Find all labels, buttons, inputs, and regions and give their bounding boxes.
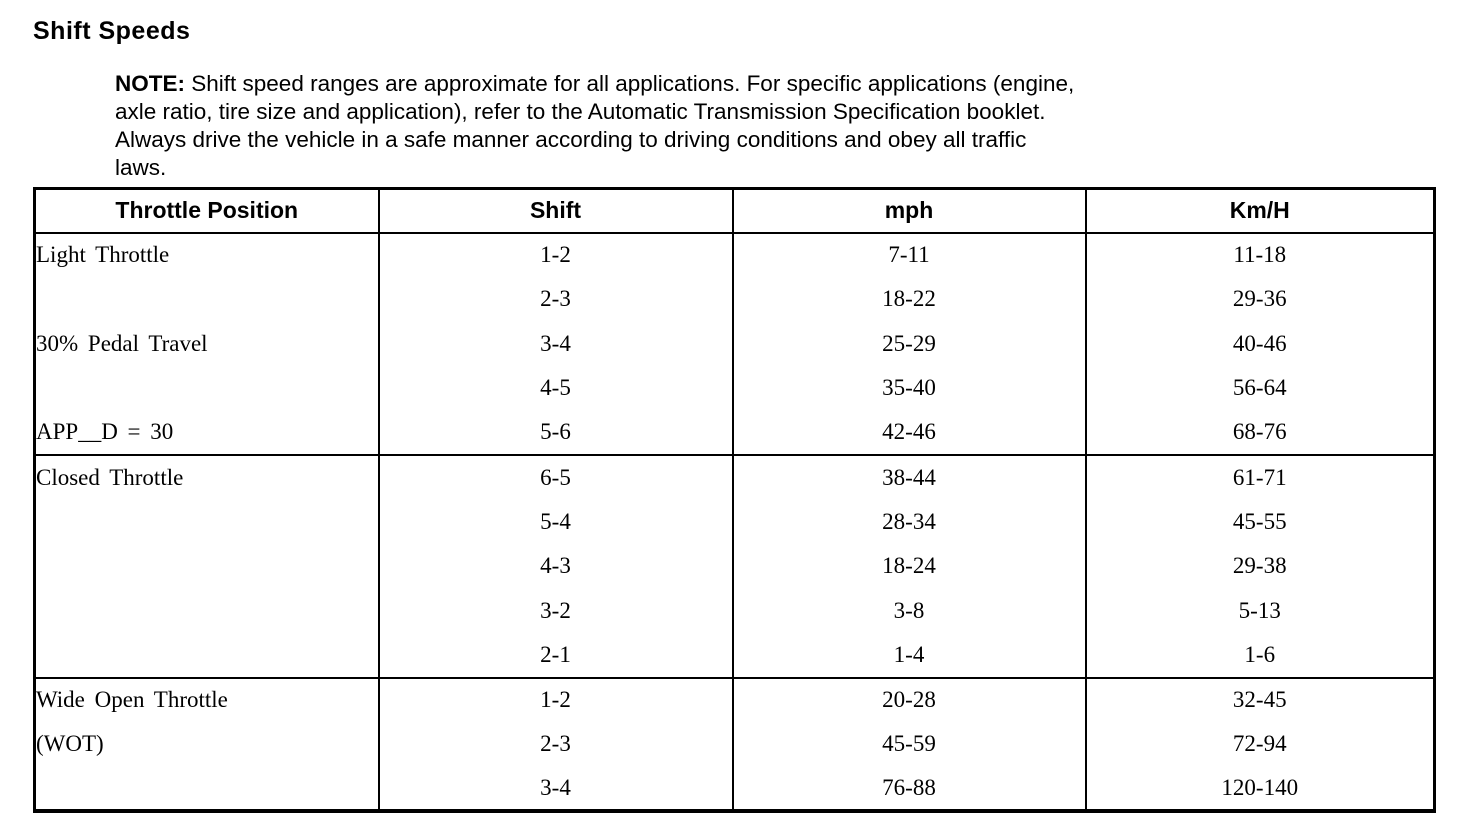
note-line-3: Always drive the vehicle in a safe manne…: [115, 127, 1027, 152]
mph-cell: 18-22: [731, 277, 1086, 322]
table-row: Closed Throttle 6-5 38-44 61-71: [34, 454, 1435, 500]
shift-cell: 1-2: [377, 676, 733, 722]
throttle-position-cell: APP__D = 30: [36, 419, 174, 445]
mph-cell: 7-11: [731, 231, 1086, 277]
mph-cell: 1-4: [731, 633, 1086, 678]
mph-cell: 35-40: [731, 366, 1086, 411]
throttle-position-cell: [35, 633, 379, 678]
kmh-cell: 68-76: [1084, 410, 1435, 455]
table-row: 2-1 1-4 1-6: [35, 633, 1435, 678]
throttle-position-cell: Wide Open Throttle: [34, 676, 379, 722]
mph-cell: 38-44: [731, 454, 1086, 500]
kmh-cell: 29-38: [1084, 544, 1435, 589]
throttle-position-cell: (WOT): [36, 731, 104, 757]
mph-cell: 45-59: [731, 722, 1086, 767]
shift-cell: 2-3: [377, 722, 733, 767]
kmh-cell: 1-6: [1084, 633, 1435, 678]
column-header-kmh: Km/H: [1084, 188, 1435, 234]
page-title: Shift Speeds: [33, 17, 191, 45]
table-header-row: Throttle Position Shift mph Km/H: [34, 188, 1435, 234]
mph-cell: 18-24: [731, 544, 1086, 589]
kmh-cell: 40-46: [1084, 321, 1435, 366]
column-header-mph: mph: [731, 188, 1086, 234]
shift-cell: 5-4: [377, 499, 733, 544]
table-row: 3-4 76-88 120-140: [35, 766, 1435, 812]
note-line-4: laws.: [115, 155, 167, 180]
table-row: (WOT) 2-3 45-59 72-94: [35, 722, 1435, 767]
throttle-position-cell: 30% Pedal Travel: [36, 330, 208, 356]
mph-cell: 20-28: [731, 676, 1086, 722]
throttle-position-cell: [35, 500, 379, 545]
table-body: Light Throttle 1-2 7-11 11-18 2-3 18-22 29-36 3…: [34, 231, 1435, 812]
table-row: 30% Pedal Travel 3-4 25-29 40-46: [35, 321, 1435, 366]
shift-cell: 3-4: [377, 766, 733, 811]
table-row: 3-2 3-8 5-13: [35, 588, 1435, 634]
kmh-cell: 11-18: [1084, 231, 1435, 277]
mph-cell: 28-34: [731, 499, 1086, 544]
note-paragraph: NOTE: Shift speed ranges are approximate…: [115, 70, 1074, 182]
column-header-shift: Shift: [377, 188, 733, 234]
table-row: APP__D = 30 5-6 42-46 68-76: [35, 410, 1435, 455]
shift-cell: 3-4: [377, 321, 733, 366]
throttle-position-cell: [35, 277, 379, 322]
table-row: Light Throttle 1-2 7-11 11-18: [34, 231, 1435, 277]
kmh-cell: 29-36: [1084, 277, 1435, 322]
throttle-position-cell: [35, 366, 379, 411]
kmh-cell: 5-13: [1084, 588, 1435, 633]
throttle-position-cell: [35, 589, 379, 634]
table-row: 5-4 28-34 45-55: [35, 499, 1435, 545]
shift-cell: 1-2: [377, 231, 733, 277]
note-line-1: NOTE: Shift speed ranges are approximate…: [115, 70, 1074, 98]
shift-cell: 2-3: [377, 277, 733, 322]
kmh-cell: 56-64: [1084, 366, 1435, 411]
kmh-cell: 45-55: [1084, 499, 1435, 544]
table-row: 4-5 35-40 56-64: [35, 366, 1435, 411]
kmh-cell: 32-45: [1084, 676, 1435, 722]
note-label: NOTE:: [115, 71, 185, 96]
shift-cell: 2-1: [377, 633, 733, 678]
throttle-position-cell: [35, 767, 379, 812]
column-header-throttle-position: Throttle Position: [34, 188, 379, 234]
note-line-2: axle ratio, tire size and application), …: [115, 99, 1046, 124]
table-row: 4-3 18-24 29-38: [35, 544, 1435, 589]
throttle-position-cell: Light Throttle: [34, 231, 379, 277]
table-row: Wide Open Throttle 1-2 20-28 32-45: [34, 676, 1435, 722]
table-row: 2-3 18-22 29-36: [35, 277, 1435, 322]
shift-cell: 6-5: [377, 454, 733, 500]
shift-cell: 3-2: [377, 588, 733, 633]
shift-speeds-table: Throttle Position Shift mph Km/H Light T…: [33, 187, 1436, 813]
shift-cell: 4-5: [377, 366, 733, 411]
mph-cell: 76-88: [731, 766, 1086, 811]
kmh-cell: 61-71: [1084, 454, 1435, 500]
kmh-cell: 120-140: [1084, 766, 1435, 811]
mph-cell: 42-46: [731, 410, 1086, 455]
mph-cell: 3-8: [731, 588, 1086, 633]
shift-cell: 4-3: [377, 544, 733, 589]
shift-cell: 5-6: [377, 410, 733, 455]
mph-cell: 25-29: [731, 321, 1086, 366]
table-header: Throttle Position Shift mph Km/H: [34, 188, 1435, 234]
kmh-cell: 72-94: [1084, 722, 1435, 767]
throttle-position-cell: [35, 544, 379, 589]
throttle-position-cell: Closed Throttle: [34, 454, 379, 500]
note-text-1: Shift speed ranges are approximate for a…: [185, 71, 1075, 96]
